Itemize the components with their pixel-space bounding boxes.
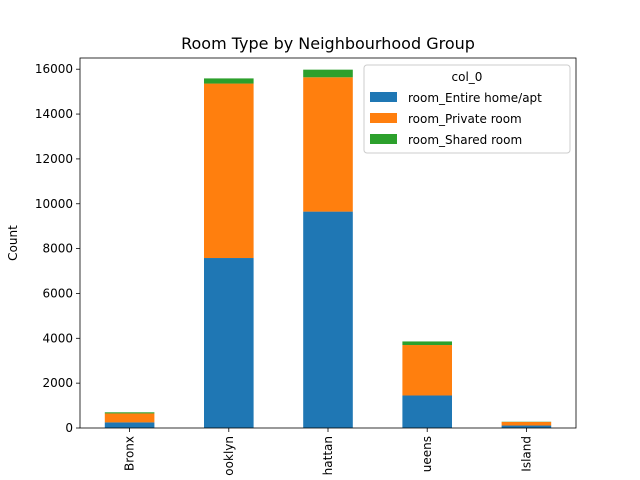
bar-segment-0-3 [402, 395, 452, 428]
x-tick-label: ueens [420, 436, 434, 472]
bar-segment-2-1 [204, 78, 254, 84]
bar-segment-2-2 [303, 69, 353, 78]
bar-segment-1-2 [303, 77, 353, 212]
y-tick-label: 14000 [35, 107, 73, 121]
y-axis-label: Count [6, 225, 20, 261]
x-tick-label: hattan [321, 436, 335, 475]
legend-swatch [370, 113, 397, 123]
bar-segment-2-3 [402, 341, 452, 346]
y-axis: 0 2000 4000 6000 8000 10000 12000 14000 16000 [35, 62, 80, 435]
legend: col_0 room_Entire home/apt room_Private r… [363, 64, 571, 154]
y-tick-label: 4000 [42, 331, 73, 345]
bar-segment-1-3 [402, 345, 452, 396]
y-tick-label: 6000 [42, 286, 73, 300]
legend-swatch [370, 92, 397, 102]
legend-label: room_Entire home/apt [408, 91, 542, 105]
legend-swatch [370, 134, 397, 144]
y-tick-label: 10000 [35, 197, 73, 211]
plot-frame [79, 57, 577, 429]
x-tick-label: Bronx [123, 436, 137, 471]
y-tick-label: 12000 [35, 152, 73, 166]
bar-segment-0-2 [303, 211, 353, 428]
bar-segment-1-0 [104, 413, 155, 423]
legend-label: room_Private room [408, 112, 522, 126]
bar-segment-1-1 [204, 83, 254, 259]
bar-segment-0-4 [501, 425, 552, 428]
bar-segment-2-0 [104, 412, 155, 414]
x-tick-label: Island [519, 436, 533, 472]
y-tick-label: 2000 [42, 376, 73, 390]
bar-segment-0-1 [204, 258, 254, 428]
y-tick-label: 8000 [42, 242, 73, 256]
bar-segment-1-4 [501, 421, 552, 426]
legend-label: room_Shared room [408, 133, 522, 147]
bar-segment-0-0 [104, 422, 155, 428]
legend-title: col_0 [452, 70, 483, 84]
chart-title: Room Type by Neighbourhood Group [181, 34, 475, 53]
bars-group [104, 69, 552, 428]
legend-box [363, 64, 571, 154]
y-tick-label: 16000 [35, 62, 73, 76]
y-tick-label: 0 [65, 421, 73, 435]
x-tick-label: ooklyn [222, 436, 236, 476]
x-axis: Bronx ooklyn hattan ueens Island [123, 428, 533, 476]
